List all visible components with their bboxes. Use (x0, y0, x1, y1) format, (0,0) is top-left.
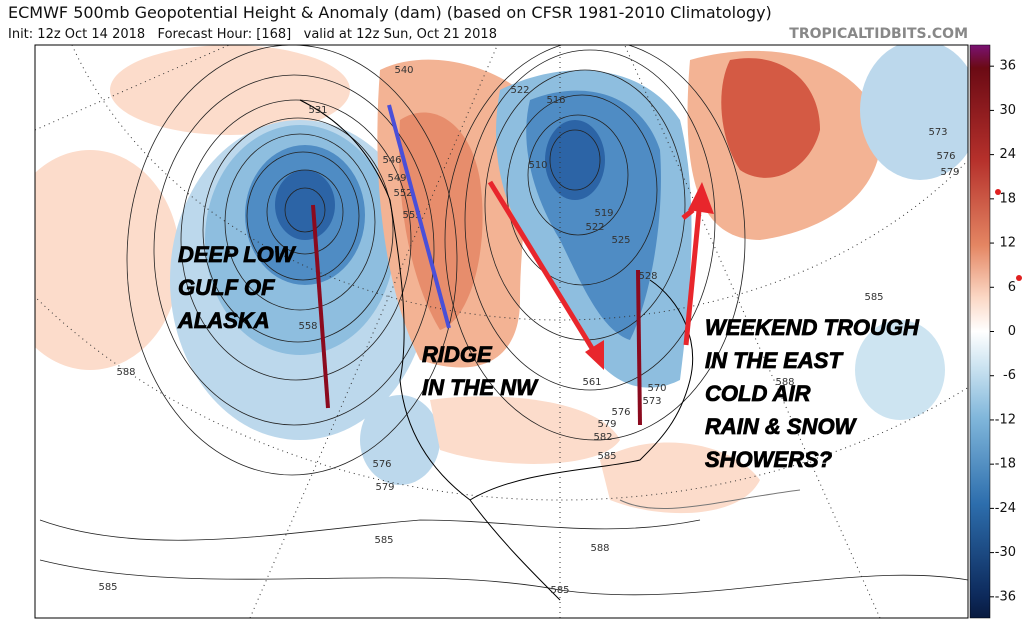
annotation-text: SHOWERS? (705, 447, 832, 472)
anomaly-shading (35, 45, 968, 514)
contour-label: 585 (597, 451, 616, 462)
contour-label: 525 (611, 235, 630, 246)
colorbar (969, 44, 991, 619)
map-frame (34, 44, 969, 619)
colorbar-tick-label: 24 (999, 147, 1016, 162)
dot (1016, 275, 1022, 281)
colorbar-tick-label: -18 (995, 457, 1016, 472)
annotation-text: ALASKA (177, 308, 270, 333)
contour-label: 522 (585, 222, 604, 233)
map: 5315405225165465495525555735765795855885… (35, 45, 968, 618)
colorbar-tick-label: 30 (999, 103, 1016, 118)
contour-label: 522 (510, 85, 529, 96)
contour-label: 561 (582, 377, 601, 388)
dot (995, 189, 1001, 195)
height-contours (39, 45, 968, 596)
contour-label: 519 (594, 208, 613, 219)
contour-label: 549 (387, 173, 406, 184)
colorbar-tick-label: -24 (995, 501, 1016, 516)
annotation-text: GULF OF (178, 275, 275, 300)
annotation-text: COLD AIR (705, 381, 811, 406)
annotation-marks (311, 104, 714, 426)
colorbar-tick-label: 18 (999, 191, 1016, 206)
colorbar-tick-label: 36 (999, 59, 1016, 74)
contour-label: 579 (940, 167, 959, 178)
contour-label: 588 (116, 367, 135, 378)
contour-label: 576 (936, 151, 955, 162)
contour-label: 585 (550, 585, 569, 596)
annotation-text: RAIN & SNOW (705, 414, 858, 439)
colorbar-tick-label: 6 (1008, 280, 1016, 295)
contour-label: 558 (298, 321, 317, 332)
colorbar-tick-label: -12 (995, 412, 1016, 427)
contour-label: 546 (382, 155, 401, 166)
contour-label: 573 (642, 396, 661, 407)
contour-label: 576 (372, 459, 391, 470)
annotation-text: IN THE EAST (705, 348, 843, 373)
title: ECMWF 500mb Geopotential Height & Anomal… (8, 3, 772, 22)
contour-label: 555 (402, 210, 421, 221)
annotation-text: DEEP LOW (178, 242, 297, 267)
coastlines (299, 99, 801, 601)
contour-label: 582 (593, 432, 612, 443)
annotation-text: WEEKEND TROUGH (705, 315, 920, 340)
contour-label: 528 (638, 271, 657, 282)
contour-label: 585 (864, 292, 883, 303)
colorbar-tick-label: -6 (1003, 368, 1016, 383)
contour-label: 516 (546, 95, 565, 106)
lat-lon-grid (35, 45, 968, 618)
contour-label: 573 (928, 127, 947, 138)
colorbar-tick-label: 12 (999, 236, 1016, 251)
annotation-text: IN THE NW (422, 375, 539, 400)
contour-label: 570 (647, 383, 666, 394)
site-name: TROPICALTIDBITS.COM (789, 26, 968, 42)
contour-label: 540 (394, 65, 413, 76)
contour-label: 588 (775, 377, 794, 388)
contour-label: 552 (393, 188, 412, 199)
colorbar-tick-label: -30 (995, 545, 1016, 560)
annotation-text: RIDGE (422, 342, 493, 367)
colorbar-tick-label: 0 (1008, 324, 1016, 339)
contour-label: 579 (597, 419, 616, 430)
contour-label: 579 (375, 482, 394, 493)
contour-label: 585 (98, 582, 117, 593)
contour-label: 510 (528, 160, 547, 171)
colorbar-tick-label: -36 (995, 589, 1016, 604)
contour-label: 588 (590, 543, 609, 554)
contour-label: 531 (308, 105, 327, 116)
subtitle: Init: 12z Oct 14 2018 Forecast Hour: [16… (8, 27, 497, 42)
contour-label: 585 (374, 535, 393, 546)
contour-label: 576 (611, 407, 630, 418)
